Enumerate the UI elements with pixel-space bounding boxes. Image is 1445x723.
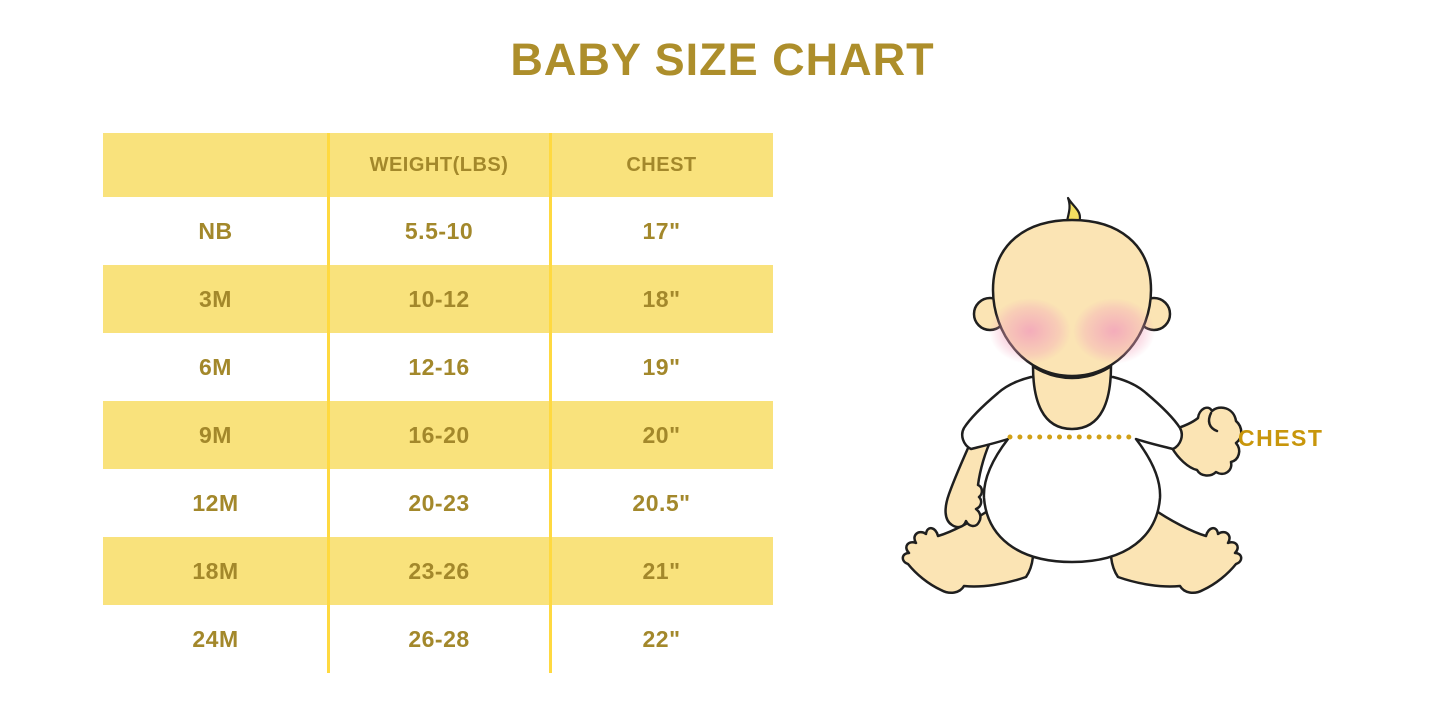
size-cell: 9M	[199, 421, 232, 448]
table-row: 18M 23-26 21"	[103, 537, 773, 605]
chest-column-header: CHEST	[626, 153, 697, 176]
page-title: BABY SIZE CHART	[510, 34, 935, 85]
size-cell: 18M	[192, 557, 239, 584]
chest-cell: 21"	[642, 557, 681, 584]
chest-cell: 20.5"	[632, 489, 691, 516]
baby-left-cheek	[989, 298, 1071, 364]
weight-cell: 26-28	[408, 625, 470, 652]
weight-cell: 20-23	[408, 489, 470, 516]
weight-cell: 23-26	[408, 557, 470, 584]
chest-cell: 22"	[642, 625, 681, 652]
size-cell: 24M	[192, 625, 239, 652]
table-row: 9M 16-20 20"	[103, 401, 773, 469]
size-cell: 6M	[199, 353, 232, 380]
weight-cell: 5.5-10	[404, 217, 474, 244]
baby-fist-thumb-line	[1207, 411, 1219, 433]
table-row: NB 5.5-10 17"	[103, 197, 773, 265]
size-column-header	[103, 133, 328, 197]
table-column-divider	[327, 133, 330, 673]
weight-cell: 16-20	[408, 421, 470, 448]
baby-right-hand	[944, 426, 994, 529]
table-row: 6M 12-16 19"	[103, 333, 773, 401]
size-table: WEIGHT(LBS) CHEST NB 5.5-10 17" 3M 10-12…	[103, 133, 773, 673]
table-header-row: WEIGHT(LBS) CHEST	[103, 133, 773, 197]
chest-label: CHEST	[1238, 425, 1323, 451]
chest-cell: 20"	[642, 421, 681, 448]
baby-onesie	[961, 375, 1183, 564]
table-row: 12M 20-23 20.5"	[103, 469, 773, 537]
weight-cell: 12-16	[408, 353, 470, 380]
size-cell: NB	[198, 217, 233, 244]
baby-right-cheek	[1073, 298, 1155, 364]
weight-column-header: WEIGHT(LBS)	[369, 153, 509, 176]
size-cell: 12M	[192, 489, 239, 516]
table-row: 3M 10-12 18"	[103, 265, 773, 333]
baby-left-fist	[1170, 406, 1243, 477]
weight-cell: 10-12	[408, 285, 470, 312]
size-cell: 3M	[199, 285, 232, 312]
table-column-divider	[549, 133, 552, 673]
baby-neck	[1031, 364, 1113, 431]
chest-cell: 19"	[642, 353, 681, 380]
table-row: 24M 26-28 22"	[103, 605, 773, 673]
baby-illustration: CHEST	[901, 196, 1323, 595]
chest-cell: 17"	[642, 217, 681, 244]
chest-cell: 18"	[642, 285, 681, 312]
